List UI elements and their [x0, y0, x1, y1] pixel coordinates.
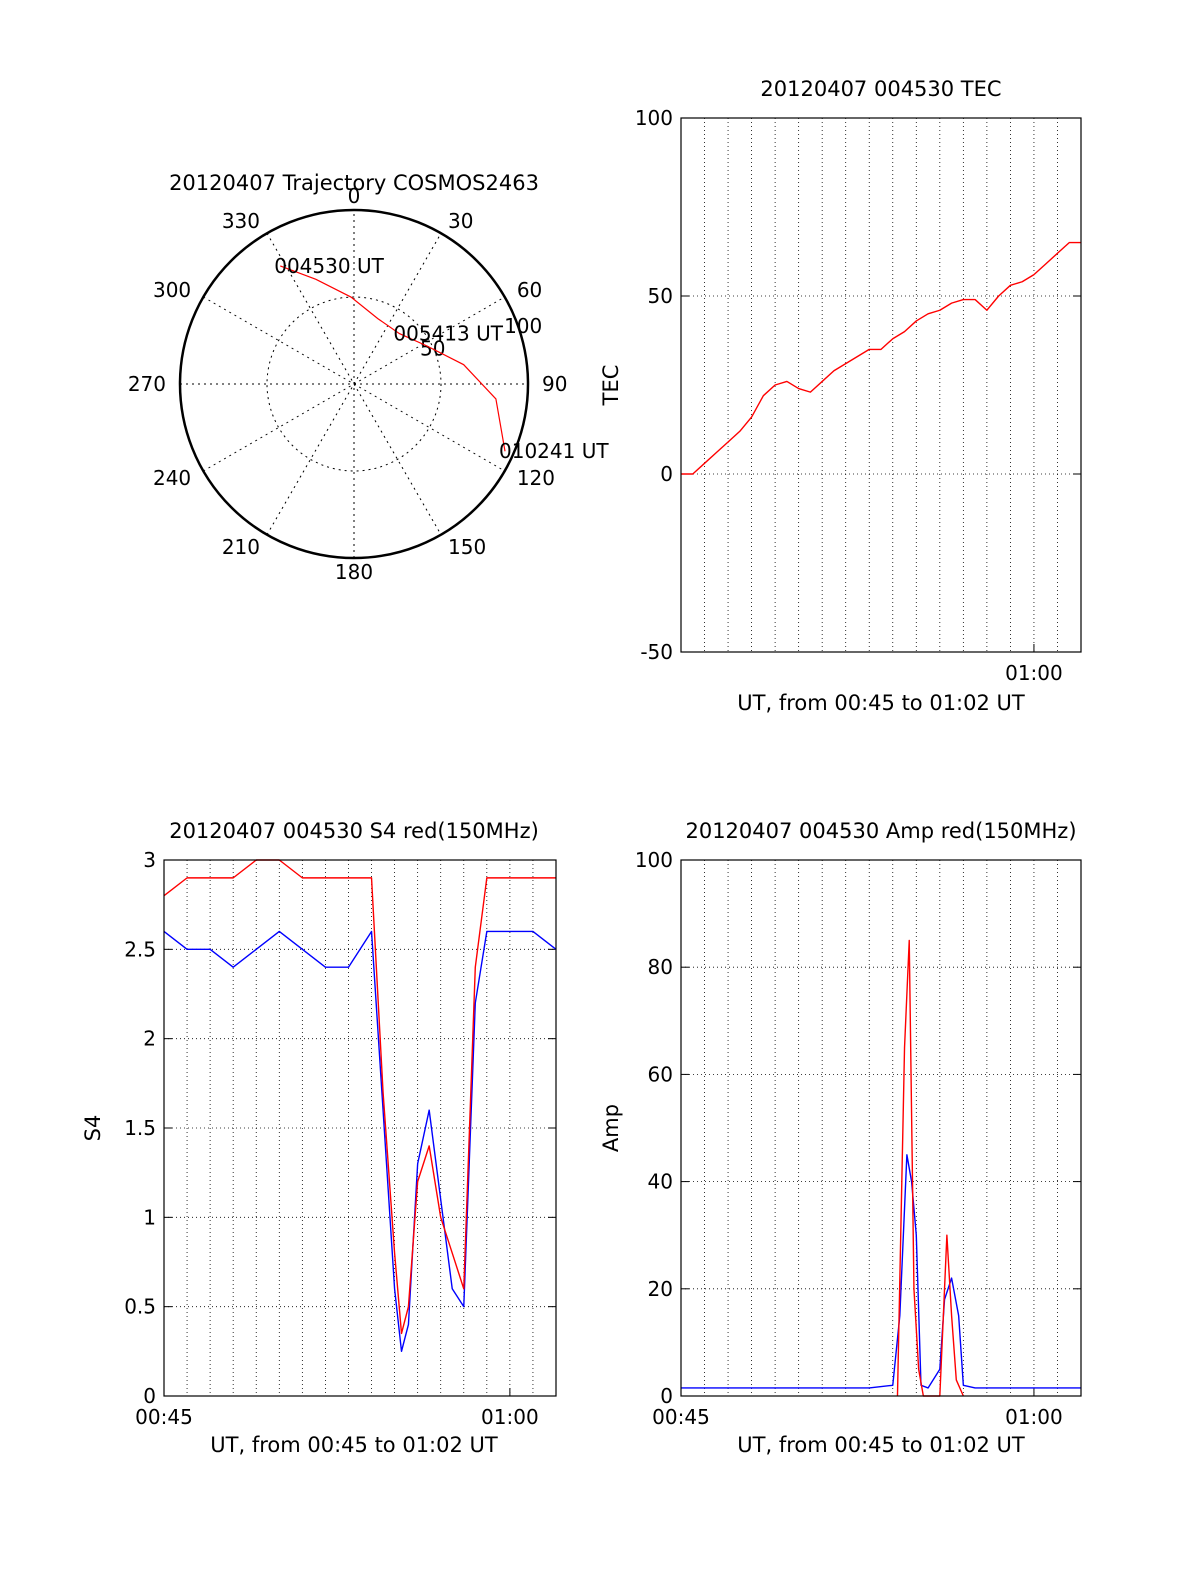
- ytick-label: 50: [648, 284, 673, 308]
- ytick-label: 1.5: [124, 1116, 156, 1140]
- polar-azimuth-label: 60: [517, 278, 542, 302]
- plot-grid: [681, 117, 1081, 653]
- polar-title: 20120407 Trajectory COSMOS2463: [169, 171, 539, 195]
- polar-trajectory: [280, 265, 506, 452]
- tec-panel: 20120407 004530 TEC TEC UT, from 00:45 t…: [599, 77, 1082, 715]
- polar-azimuth-label: 180: [335, 560, 373, 584]
- tec-title: 20120407 004530 TEC: [760, 77, 1001, 101]
- ytick-label: 3: [143, 848, 156, 872]
- polar-azimuth-label: 120: [517, 466, 555, 490]
- polar-azimuth-label: 300: [153, 278, 191, 302]
- series-line-red: [681, 241, 1081, 475]
- plot-grid: [164, 859, 556, 1397]
- polar-azimuth-label: 0: [348, 184, 361, 208]
- plot-frame: [680, 859, 1082, 1397]
- tec-xlabel: UT, from 00:45 to 01:02 UT: [737, 691, 1025, 715]
- s4-title: 20120407 004530 S4 red(150MHz): [169, 819, 539, 843]
- polar-azimuth-label: 210: [222, 535, 260, 559]
- polar-azimuth-label: 270: [128, 372, 166, 396]
- polar-azimuth-label: 30: [448, 209, 473, 233]
- xtick-label: 01:00: [481, 1405, 539, 1429]
- trajectory-time-annotation: 010241 UT: [499, 439, 609, 463]
- polar-azimuth-label: 330: [222, 209, 260, 233]
- amp-title: 20120407 004530 Amp red(150MHz): [685, 819, 1076, 843]
- series-line-red: [163, 859, 556, 1335]
- trajectory-time-annotation: 004530 UT: [274, 254, 384, 278]
- xtick-label: 00:45: [135, 1405, 193, 1429]
- polar-radial-label: 100: [504, 314, 542, 338]
- ytick-label: 40: [648, 1170, 673, 1194]
- ytick-label: -50: [640, 640, 673, 664]
- plot-frame: [680, 117, 1082, 653]
- ytick-label: 100: [635, 848, 673, 872]
- xtick-label: 01:00: [1005, 661, 1063, 685]
- xtick-label: 01:00: [1005, 1405, 1063, 1429]
- plot-frame: [163, 859, 557, 1397]
- ytick-label: 100: [635, 106, 673, 130]
- series-line-red: [896, 939, 964, 1397]
- plot-grid: [681, 859, 1081, 1397]
- plot-series: [163, 859, 557, 1353]
- ytick-label: 2.5: [124, 937, 156, 961]
- s4-ylabel: S4: [81, 1115, 105, 1142]
- ytick-label: 60: [648, 1062, 673, 1086]
- ytick-label: 2: [143, 1027, 156, 1051]
- trajectory-polar-panel: 20120407 Trajectory COSMOS2463 0 30 60 90 12…: [128, 171, 610, 584]
- series-line-blue: [163, 930, 557, 1353]
- xtick-label: 00:45: [652, 1405, 710, 1429]
- ytick-label: 80: [648, 955, 673, 979]
- plot-series: [681, 241, 1081, 475]
- amp-panel: 20120407 004530 Amp red(150MHz) Amp UT, …: [599, 819, 1082, 1457]
- tec-ylabel: TEC: [599, 365, 623, 407]
- ytick-label: 20: [648, 1277, 673, 1301]
- amp-xlabel: UT, from 00:45 to 01:02 UT: [737, 1433, 1025, 1457]
- series-line-blue: [681, 1154, 1081, 1389]
- trajectory-time-annotation: 005413 UT: [393, 322, 503, 346]
- ytick-label: 0: [660, 462, 673, 486]
- polar-spoke-150: [266, 233, 442, 535]
- polar-azimuth-label: 90: [542, 372, 567, 396]
- polar-azimuth-label: 150: [448, 535, 486, 559]
- s4-xlabel: UT, from 00:45 to 01:02 UT: [210, 1433, 498, 1457]
- polar-azimuth-label: 240: [153, 466, 191, 490]
- polar-time-annotations: 004530 UT 005413 UT 010241 UT: [274, 254, 609, 463]
- ytick-label: 0: [143, 1384, 156, 1408]
- plot-series: [681, 939, 1081, 1397]
- polar-grid: [178, 208, 530, 560]
- amp-ylabel: Amp: [599, 1104, 623, 1152]
- trajectory-line: [280, 265, 506, 452]
- ytick-label: 1: [143, 1205, 156, 1229]
- ytick-label: 0.5: [124, 1295, 156, 1319]
- polar-ring-50: [266, 296, 442, 472]
- s4-panel: 20120407 004530 S4 red(150MHz) S4 UT, fr…: [81, 819, 557, 1457]
- ytick-label: 0: [660, 1384, 673, 1408]
